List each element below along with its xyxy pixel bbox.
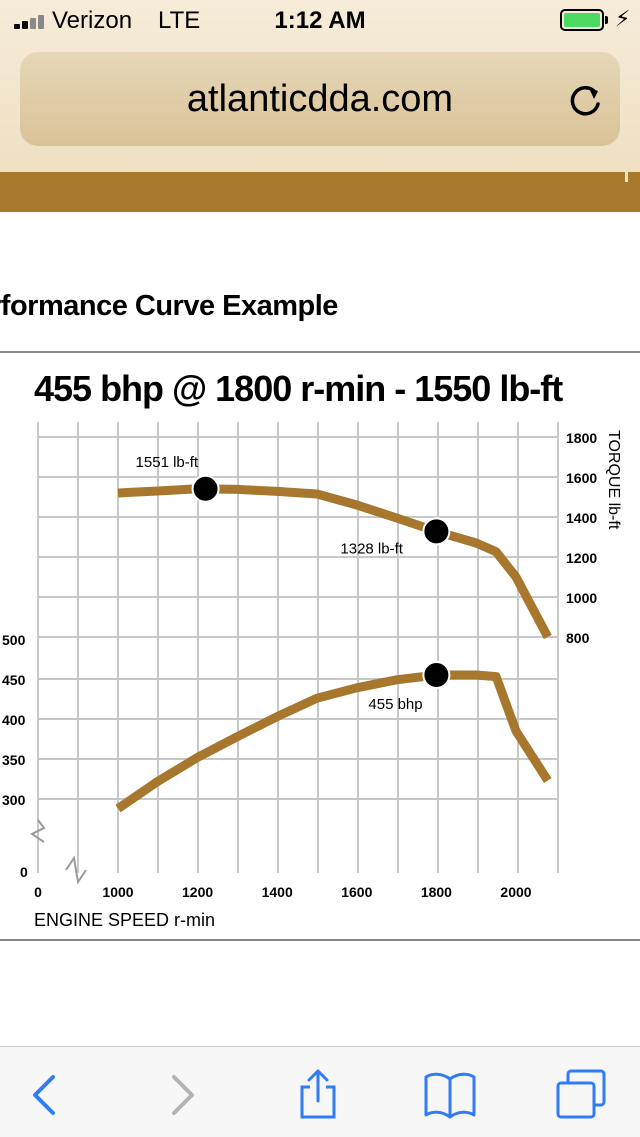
browser-top-chrome: Verizon LTE 1:12 AM ⚡︎ atlanticdda.com [0, 0, 640, 172]
browser-toolbar [0, 1046, 640, 1137]
back-icon[interactable] [15, 1069, 75, 1121]
peak-marker [422, 661, 451, 689]
torque-tick-label: 1600 [566, 470, 597, 486]
reload-icon[interactable] [565, 80, 605, 120]
network-type: LTE [158, 7, 201, 34]
performance-curve-chart: 0 1000 1200 1400 1600 1800 2000 1800 1600 1400 120… [2, 422, 622, 930]
signal-strength-icon [14, 13, 54, 29]
power-tick-label: 500 [2, 632, 26, 648]
peak-label: 455 bhp [368, 696, 422, 713]
power-tick-label: 0 [20, 864, 28, 880]
site-header-band [0, 172, 640, 212]
axis-break-y [30, 819, 46, 843]
x-tick-label: 1000 [102, 884, 133, 900]
tabs-icon[interactable] [552, 1069, 612, 1121]
torque-tick-label: 1400 [566, 510, 597, 526]
address-bar[interactable]: atlanticdda.com [20, 52, 620, 146]
peak-marker [422, 517, 451, 546]
x-tick-label: 1200 [182, 884, 213, 900]
status-bar: Verizon LTE 1:12 AM ⚡︎ [0, 0, 640, 40]
peak-label: 1328 lb-ft [340, 540, 403, 557]
x-tick-label: 1400 [262, 884, 293, 900]
x-tick-label: 0 [34, 884, 42, 900]
section-heading: rformance Curve Example [0, 290, 338, 322]
torque-tick-label: 1000 [566, 590, 597, 606]
charging-bolt-icon: ⚡︎ [615, 6, 631, 31]
chart-title: 455 bhp @ 1800 r-min - 1550 lb-ft [34, 368, 563, 409]
battery-icon [560, 9, 608, 31]
top-divider [0, 351, 640, 353]
peak-label: 1551 lb-ft [136, 454, 199, 471]
power-tick-label: 350 [2, 752, 26, 768]
power-tick-label: 450 [2, 672, 26, 688]
url-text[interactable]: atlanticdda.com [186, 78, 454, 120]
x-tick-label: 2000 [500, 884, 531, 900]
x-tick-label: 1600 [341, 884, 372, 900]
x-tick-label: 1800 [421, 884, 452, 900]
bottom-divider [0, 939, 640, 941]
power-tick-label: 300 [2, 792, 26, 808]
bookmarks-icon[interactable] [420, 1069, 480, 1121]
power-tick-label: 400 [2, 712, 26, 728]
axis-break-x [65, 855, 87, 885]
carrier-name: Verizon [52, 7, 133, 34]
power-curve [115, 670, 552, 813]
forward-icon[interactable] [152, 1069, 212, 1121]
torque-curve [117, 484, 552, 640]
torque-axis-label: TORQUE lb-ft [605, 430, 622, 530]
torque-tick-label: 800 [566, 630, 590, 646]
status-time: 1:12 AM [274, 7, 366, 34]
torque-tick-label: 1800 [566, 430, 597, 446]
share-icon[interactable] [288, 1069, 348, 1121]
peak-marker [191, 474, 220, 503]
x-axis-label: ENGINE SPEED r-min [34, 910, 215, 930]
torque-tick-label: 1200 [566, 550, 597, 566]
